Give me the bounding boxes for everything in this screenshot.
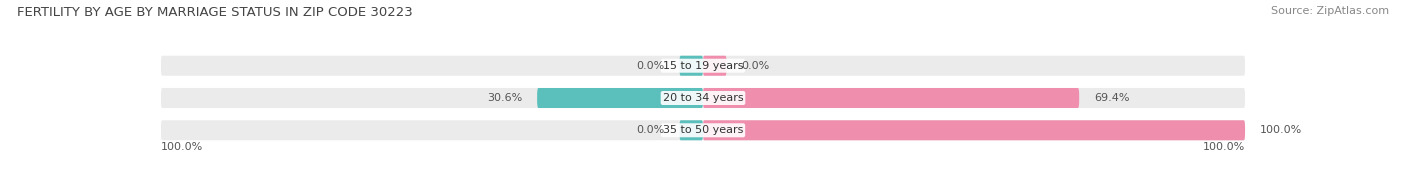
FancyBboxPatch shape	[537, 88, 703, 108]
Text: 20 to 34 years: 20 to 34 years	[662, 93, 744, 103]
Text: 0.0%: 0.0%	[741, 61, 769, 71]
Text: 69.4%: 69.4%	[1094, 93, 1129, 103]
Text: FERTILITY BY AGE BY MARRIAGE STATUS IN ZIP CODE 30223: FERTILITY BY AGE BY MARRIAGE STATUS IN Z…	[17, 6, 412, 19]
Text: 100.0%: 100.0%	[160, 142, 204, 152]
Text: Source: ZipAtlas.com: Source: ZipAtlas.com	[1271, 6, 1389, 16]
Text: 30.6%: 30.6%	[486, 93, 523, 103]
FancyBboxPatch shape	[160, 120, 1246, 140]
FancyBboxPatch shape	[679, 120, 703, 140]
Text: 15 to 19 years: 15 to 19 years	[662, 61, 744, 71]
FancyBboxPatch shape	[703, 88, 1080, 108]
Text: 0.0%: 0.0%	[637, 61, 665, 71]
FancyBboxPatch shape	[679, 56, 703, 76]
Text: 100.0%: 100.0%	[1202, 142, 1246, 152]
FancyBboxPatch shape	[160, 56, 1246, 76]
FancyBboxPatch shape	[703, 120, 1246, 140]
Text: 35 to 50 years: 35 to 50 years	[662, 125, 744, 135]
FancyBboxPatch shape	[703, 56, 727, 76]
FancyBboxPatch shape	[160, 88, 1246, 108]
Text: 0.0%: 0.0%	[637, 125, 665, 135]
Text: 100.0%: 100.0%	[1260, 125, 1302, 135]
